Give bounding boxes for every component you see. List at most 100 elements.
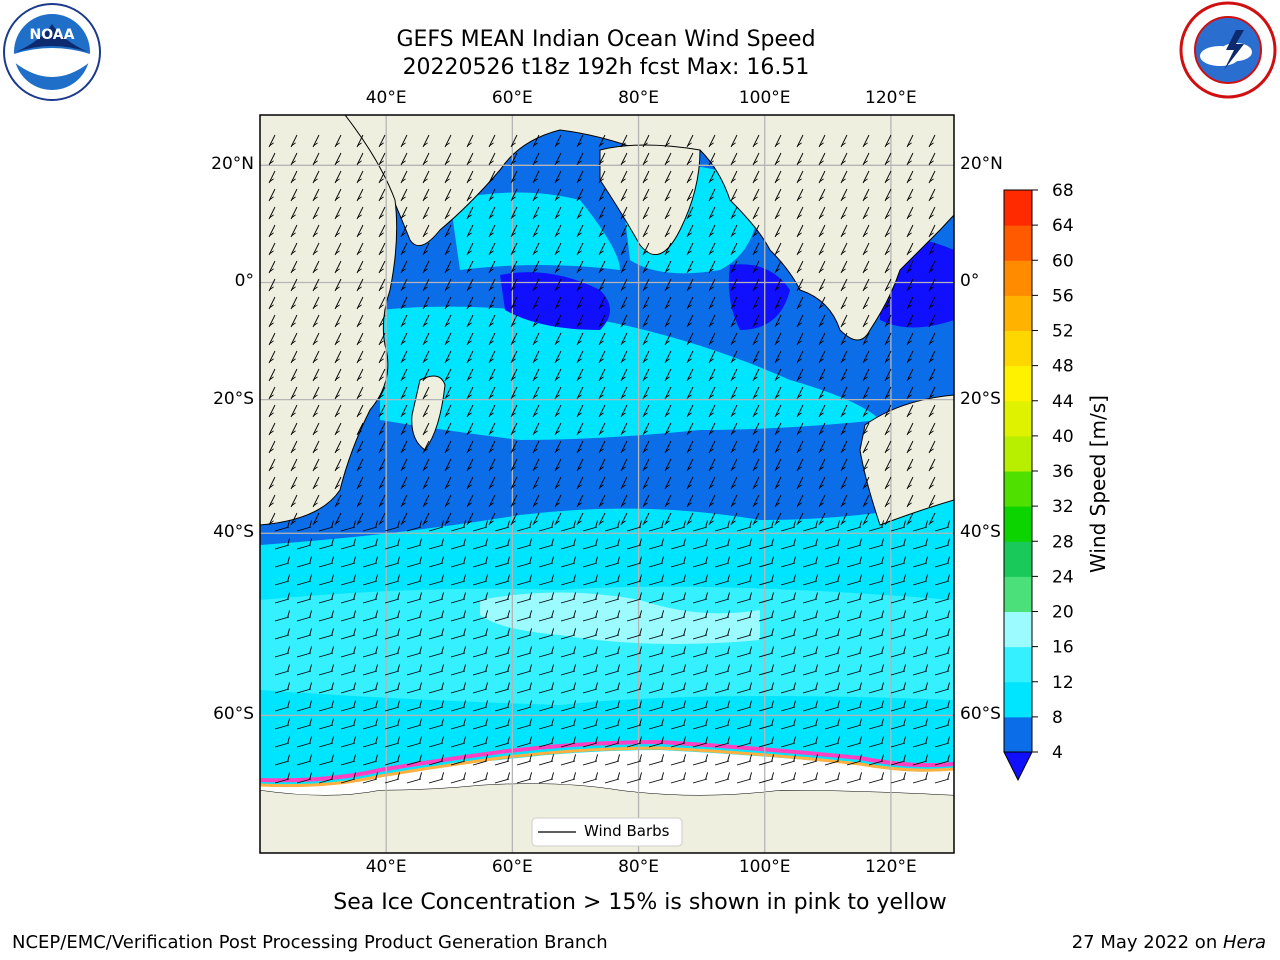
wind-barb — [384, 754, 401, 766]
wind-barb — [268, 206, 276, 220]
wind-barb — [494, 682, 511, 694]
wind-barb — [406, 574, 423, 586]
wind-barb — [422, 152, 430, 166]
wind-barb — [824, 718, 841, 730]
wind-barb — [428, 628, 445, 640]
wind-barb — [472, 538, 489, 550]
wind-barb — [840, 260, 848, 274]
colorbar-tick-label: 64 — [1052, 216, 1074, 236]
wind-barb — [290, 314, 298, 328]
wind-barb — [290, 332, 298, 346]
wind-barb — [340, 772, 357, 784]
wind-barb — [862, 404, 870, 418]
wind-barb — [268, 260, 276, 274]
wind-barb — [780, 520, 797, 532]
wind-barb — [554, 296, 562, 310]
wind-barb — [642, 332, 650, 346]
wind-barb — [450, 754, 467, 766]
wind-barb — [686, 476, 694, 490]
wind-barb — [378, 278, 386, 292]
wind-barb — [736, 610, 753, 622]
wind-barb — [708, 476, 716, 490]
wind-barb — [494, 628, 511, 640]
wind-barb — [906, 332, 914, 346]
wind-band-20 — [480, 592, 760, 644]
wind-barb — [538, 556, 555, 568]
wind-barb — [862, 260, 870, 274]
nws-logo — [1178, 0, 1278, 100]
wind-barb — [642, 494, 650, 508]
wind-barb — [318, 718, 335, 730]
wind-barb — [642, 260, 650, 274]
wind-barb — [466, 368, 474, 382]
wind-barb — [268, 134, 276, 148]
wind-barb — [290, 422, 298, 436]
wind-barb — [708, 206, 716, 220]
wind-barb — [774, 188, 782, 202]
wind-barb — [708, 134, 716, 148]
wind-barb — [312, 350, 320, 364]
wind-barb — [818, 134, 826, 148]
wind-barb — [538, 772, 555, 784]
wind-barb — [582, 682, 599, 694]
wind-barb — [912, 610, 929, 622]
wind-barb — [604, 718, 621, 730]
lon-tick-bottom: 120°E — [865, 857, 917, 877]
wind-barb — [488, 134, 496, 148]
wind-barb — [444, 134, 452, 148]
wind-barb — [400, 134, 408, 148]
wind-barb — [670, 664, 687, 676]
wind-barb — [576, 188, 584, 202]
wind-barb — [582, 628, 599, 640]
wind-barb — [912, 772, 929, 784]
wind-barb — [466, 260, 474, 274]
wind-barb — [296, 682, 313, 694]
colorbar-segment — [1004, 681, 1032, 718]
wind-barb — [620, 206, 628, 220]
wind-barb — [422, 476, 430, 490]
wind-barb — [862, 134, 870, 148]
wind-barb — [626, 700, 643, 712]
wind-barb — [868, 682, 885, 694]
wind-barb — [648, 754, 665, 766]
wind-barb — [642, 206, 650, 220]
wind-barb — [840, 332, 848, 346]
wind-barb — [664, 152, 672, 166]
wind-barb — [450, 520, 467, 532]
wind-barb — [780, 628, 797, 640]
wind-barb — [686, 332, 694, 346]
wind-barb — [796, 404, 804, 418]
wind-barb — [620, 224, 628, 238]
wind-barb — [356, 314, 364, 328]
wind-barb — [868, 592, 885, 604]
wind-barb — [510, 224, 518, 238]
wind-barb — [730, 224, 738, 238]
wind-barb — [384, 574, 401, 586]
land-madagascar — [411, 375, 446, 451]
wind-barb — [334, 440, 342, 454]
wind-barb — [450, 538, 467, 550]
wind-barb — [840, 458, 848, 472]
wind-barb — [532, 260, 540, 274]
wind-barb — [356, 170, 364, 184]
wind-barb — [604, 700, 621, 712]
wind-barb — [884, 170, 892, 184]
wind-barb — [796, 188, 804, 202]
wind-barb — [466, 512, 474, 526]
wind-barb — [692, 736, 709, 748]
wind-barb — [274, 700, 291, 712]
wind-barb — [340, 610, 357, 622]
wind-barb — [290, 440, 298, 454]
wind-barb — [758, 682, 775, 694]
wind-barb — [598, 494, 606, 508]
wind-barb — [538, 718, 555, 730]
wind-barb — [296, 538, 313, 550]
wind-barb — [554, 476, 562, 490]
wind-barb — [708, 278, 716, 292]
wind-barb — [884, 404, 892, 418]
wind-barb — [648, 700, 665, 712]
wind-barb — [648, 736, 665, 748]
wind-barb — [576, 134, 584, 148]
wind-barb — [444, 458, 452, 472]
wind-barb — [274, 574, 291, 586]
